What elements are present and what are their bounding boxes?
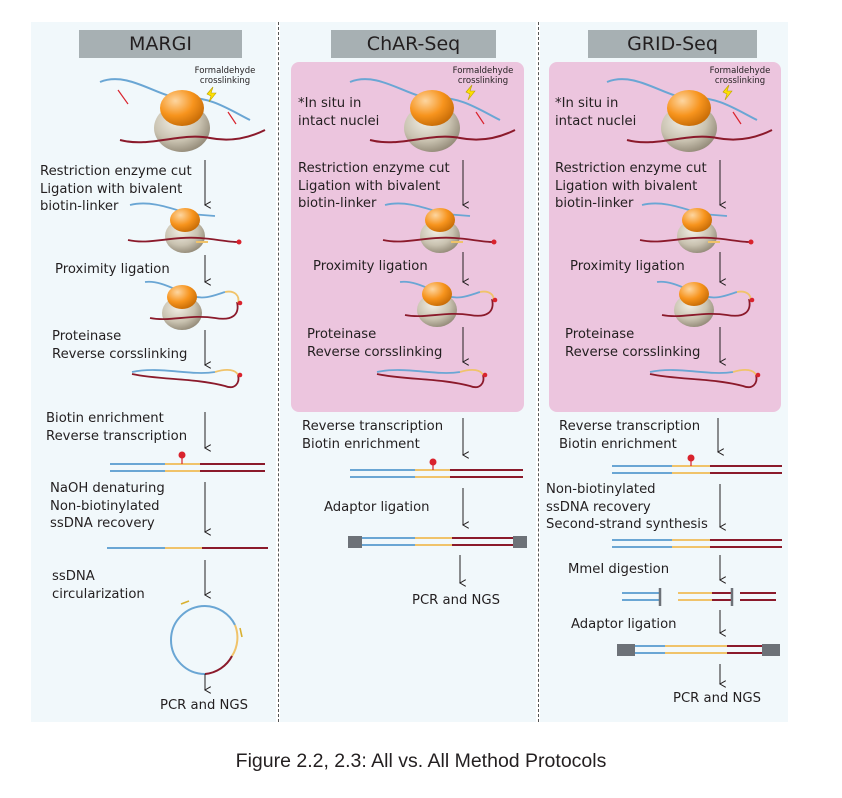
gridseq-step-mmei: MmeI digestion (568, 562, 670, 577)
margi-graphics (99, 78, 268, 690)
margi-step-biotin: Biotin enrichment Reverse transcription (46, 411, 188, 444)
figure-caption: Figure 2.2, 2.3: All vs. All Method Prot… (235, 750, 607, 772)
margi-crosslink-label: Formaldehyde crosslinking (194, 66, 256, 86)
biotin-duplex (110, 451, 265, 472)
gridseq-step-restriction: Restriction enzyme cut Ligation with biv… (555, 161, 707, 211)
chimeric-rna-dna (376, 368, 488, 388)
biotin-icon (178, 451, 186, 459)
biotin-duplex (350, 458, 523, 478)
gridseq-graphics (606, 78, 782, 684)
gridseq-step-proteinase: Proteinase Reverse corsslinking (565, 327, 701, 360)
margi-step-naoh: NaOH denaturing Non-biotinylated ssDNA r… (50, 481, 165, 531)
gridseq-title: GRID-Seq (588, 30, 757, 58)
charseq-graphics (348, 78, 527, 583)
gridseq-step-recovery: Non-biotinylated ssDNA recovery Second-s… (546, 482, 708, 532)
divider-right (538, 22, 539, 722)
charseq-step-restriction: Restriction enzyme cut Ligation with biv… (298, 161, 450, 211)
chimeric-rna-dna (649, 368, 761, 388)
adaptor-duplex (617, 644, 780, 656)
gridseq-step-reverse-transcription: Reverse transcription Biotin enrichment (559, 419, 701, 452)
gridseq-step-pcr: PCR and NGS (673, 691, 761, 706)
margi-step-restriction: Restriction enzyme cut Ligation with biv… (40, 164, 192, 214)
linker-complex (127, 202, 242, 253)
circularized-ssdna (170, 600, 243, 675)
proximity-complex (144, 280, 243, 330)
charseq-step-proteinase: Proteinase Reverse corsslinking (307, 327, 443, 360)
margi-step-pcr: PCR and NGS (160, 698, 248, 713)
charseq-step-pcr: PCR and NGS (412, 593, 500, 608)
gridseq-step-proximity: Proximity ligation (570, 259, 685, 274)
charseq-step-in-situ: *In situ in intact nuclei (298, 96, 380, 129)
proximity-complex (399, 280, 498, 327)
mmei-fragment (622, 588, 776, 606)
divider-left (278, 22, 279, 722)
gridseq-step-in-situ: *In situ in intact nuclei (555, 96, 637, 129)
lightning-bolt-icon (722, 84, 733, 101)
gridseq-crosslink-label: Formaldehyde crosslinking (709, 66, 771, 86)
gridseq-step-adaptor: Adaptor ligation (571, 617, 677, 632)
chimeric-rna-dna (131, 368, 243, 388)
crosslink-complex (349, 78, 516, 152)
crosslink-complex (99, 78, 266, 152)
biotin-icon (687, 454, 695, 462)
charseq-step-proximity: Proximity ligation (313, 259, 428, 274)
linker-complex (639, 202, 754, 253)
charseq-title: ChAR-Seq (331, 30, 496, 58)
proximity-complex (656, 280, 755, 327)
margi-step-proximity: Proximity ligation (55, 262, 170, 277)
biotin-icon (429, 458, 437, 466)
double-strand-dna (612, 539, 782, 548)
charseq-step-reverse-transcription: Reverse transcription Biotin enrichment (302, 419, 444, 452)
margi-title: MARGI (79, 30, 242, 58)
lightning-bolt-icon (206, 86, 217, 103)
lightning-bolt-icon (465, 84, 476, 101)
linker-complex (382, 202, 497, 253)
margi-step-proteinase: Proteinase Reverse corsslinking (52, 329, 188, 362)
charseq-crosslink-label: Formaldehyde crosslinking (452, 66, 514, 86)
biotin-duplex (612, 454, 782, 474)
crosslink-complex (606, 78, 773, 152)
charseq-step-adaptor: Adaptor ligation (324, 500, 430, 515)
margi-step-circularization: ssDNA circularization (52, 569, 145, 602)
adaptor-duplex (348, 536, 527, 548)
